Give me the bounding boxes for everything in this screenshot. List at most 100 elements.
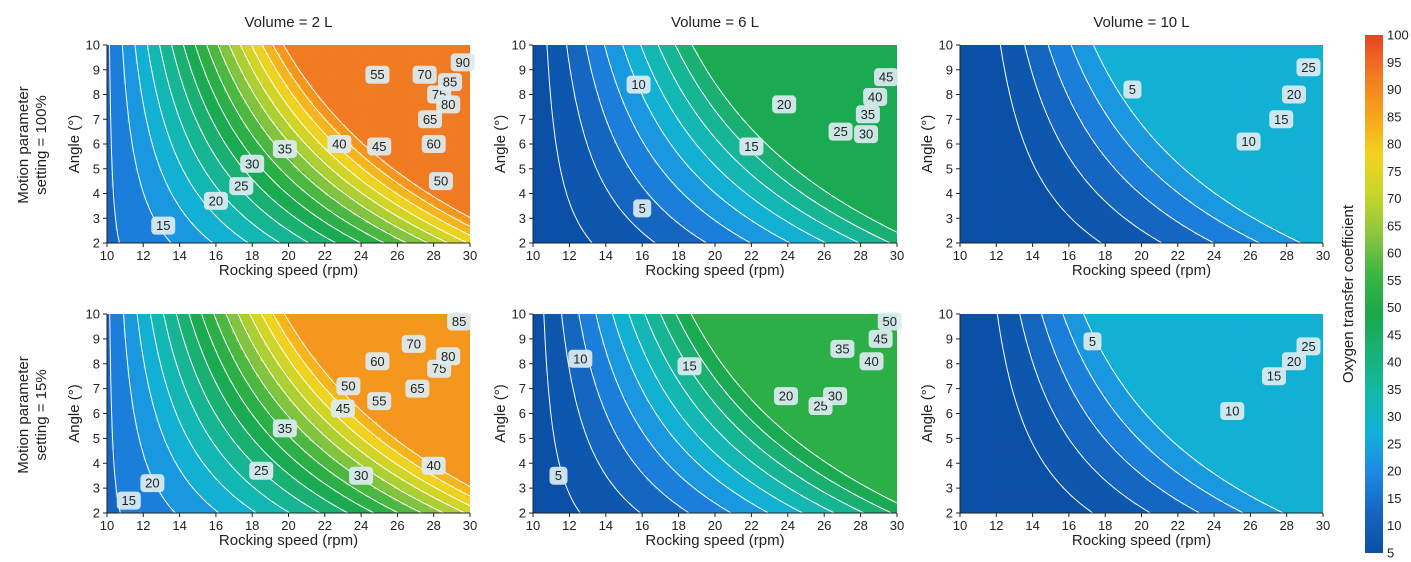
x-tick-label: 24 — [1207, 248, 1221, 263]
y-tick-label: 8 — [93, 87, 100, 102]
colorbar-tick-label: 40 — [1387, 355, 1401, 370]
contour-label: 10 — [626, 75, 651, 94]
x-tick-label: 22 — [744, 248, 758, 263]
contour-line — [566, 45, 656, 243]
contour-field — [960, 314, 1323, 513]
y-tick-label: 7 — [946, 381, 953, 396]
contour-label: 20 — [140, 474, 165, 493]
contour-line — [675, 314, 892, 513]
x-tick-label: 28 — [1279, 248, 1293, 263]
contour-label: 25 — [229, 177, 254, 196]
contour-line — [690, 314, 897, 504]
y-tick-label: 8 — [519, 356, 526, 371]
colorbar-tick-label: 55 — [1387, 273, 1401, 288]
contour-label: 35 — [272, 419, 297, 438]
colorbar-tick-label: 10 — [1387, 518, 1401, 533]
contour-line — [1041, 314, 1201, 513]
x-tick-label: 14 — [599, 248, 613, 263]
row-label-bottom-line1: Motion parameter — [15, 356, 32, 474]
y-tick-label: 9 — [519, 331, 526, 346]
y-tick-label: 5 — [946, 431, 953, 446]
x-tick-label: 28 — [426, 248, 440, 263]
contour-label: 30 — [823, 387, 848, 406]
y-tick-label: 7 — [519, 381, 526, 396]
contour-line — [1019, 314, 1151, 513]
y-tick-label: 9 — [519, 62, 526, 77]
row-label-bottom-line2: setting = 15% — [33, 369, 50, 460]
x-tick-label: 12 — [136, 248, 150, 263]
x-tick-label: 12 — [989, 518, 1003, 533]
colorbar-tick-label: 90 — [1387, 82, 1401, 97]
x-tick-label: 10 — [526, 248, 540, 263]
contour-line — [206, 45, 385, 243]
contour-line — [134, 45, 214, 243]
x-axis-label: Rocking speed (rpm) — [1072, 262, 1211, 279]
x-tick-label: 20 — [1134, 248, 1148, 263]
contour-label: 20 — [1281, 352, 1306, 371]
y-tick-label: 6 — [519, 406, 526, 421]
colorbar-tick-label: 5 — [1387, 546, 1394, 561]
svg-text:40: 40 — [332, 137, 346, 152]
svg-text:45: 45 — [372, 139, 386, 154]
y-axis-label: Angle (°) — [919, 384, 936, 443]
y-tick-label: 3 — [93, 481, 100, 496]
contour-label: 85 — [438, 73, 463, 92]
svg-text:70: 70 — [417, 67, 431, 82]
y-tick-label: 8 — [93, 356, 100, 371]
y-axis-label: Angle (°) — [492, 384, 509, 443]
contour-field — [107, 314, 470, 513]
svg-text:85: 85 — [443, 75, 457, 90]
contour-line — [1047, 45, 1215, 243]
contour-label: 30 — [349, 466, 374, 485]
contour-label: 35 — [272, 139, 297, 158]
y-tick-label: 4 — [93, 186, 100, 201]
x-axis-label: Rocking speed (rpm) — [219, 532, 358, 549]
colorbar-tick-label: 35 — [1387, 382, 1401, 397]
contour-label: 35 — [830, 339, 855, 358]
contour-label: 70 — [401, 334, 426, 353]
contour-line — [1024, 45, 1163, 243]
x-tick-label: 30 — [890, 248, 904, 263]
contour-label: 15 — [677, 357, 702, 376]
x-tick-label: 20 — [281, 248, 295, 263]
x-tick-label: 24 — [781, 248, 795, 263]
row-label-top: Motion parameter setting = 100% — [15, 86, 50, 204]
svg-text:30: 30 — [245, 156, 259, 171]
contour-label: 55 — [365, 65, 390, 84]
x-tick-label: 12 — [136, 518, 150, 533]
x-tick-label: 16 — [635, 518, 649, 533]
y-tick-label: 6 — [93, 137, 100, 152]
x-tick-label: 12 — [989, 248, 1003, 263]
svg-text:60: 60 — [426, 137, 440, 152]
contour-label: 25 — [249, 461, 274, 480]
svg-text:35: 35 — [278, 141, 292, 156]
x-tick-label: 30 — [463, 248, 477, 263]
x-tick-label: 16 — [1062, 518, 1076, 533]
x-tick-label: 10 — [953, 518, 967, 533]
contour-line — [585, 45, 707, 243]
y-tick-label: 10 — [939, 307, 953, 322]
x-tick-label: 20 — [708, 248, 722, 263]
x-tick-label: 28 — [853, 518, 867, 533]
contour-label: 10 — [1220, 402, 1245, 421]
x-tick-label: 12 — [562, 518, 576, 533]
colorbar: 5 10 15 20 25 30 35 40 45 50 55 60 65 70 75 80 85 90 95 100… — [1340, 28, 1409, 561]
x-tick-label: 14 — [599, 518, 613, 533]
row-label-top-line1: Motion parameter — [15, 86, 32, 204]
contour-label: 5 — [1123, 80, 1142, 99]
contour-line — [250, 45, 468, 243]
x-tick-label: 26 — [1243, 248, 1257, 263]
contour-field — [107, 45, 470, 243]
contour-label: 60 — [421, 135, 446, 153]
y-tick-label: 9 — [946, 331, 953, 346]
contour-field — [960, 45, 1323, 243]
x-tick-label: 18 — [1098, 518, 1112, 533]
x-tick-label: 20 — [1134, 518, 1148, 533]
contour-line — [561, 314, 641, 513]
contour-label: 50 — [336, 377, 361, 396]
y-tick-label: 3 — [946, 211, 953, 226]
contour-line — [604, 45, 752, 243]
